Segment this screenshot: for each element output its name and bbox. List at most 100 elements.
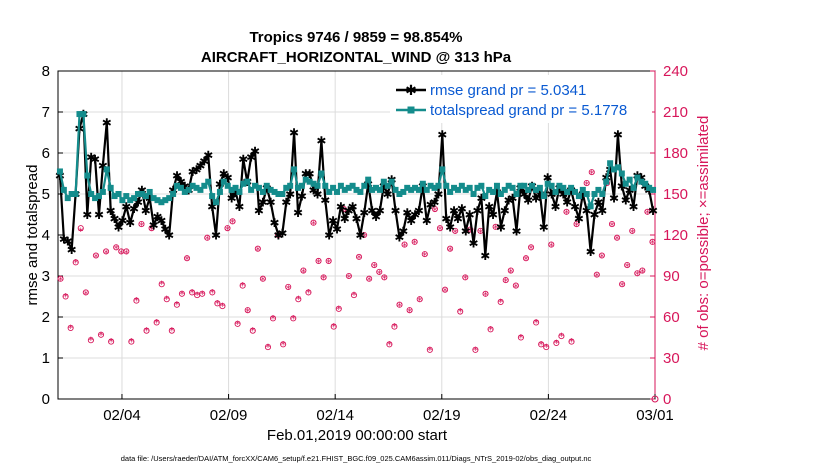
obs-possible-marker	[391, 323, 398, 330]
rmse-point: ✱	[82, 208, 92, 222]
x-tick-label: 02/09	[210, 407, 248, 424]
rmse-point: ✱	[129, 202, 139, 216]
rmse-point: ✱	[351, 212, 361, 226]
spread-point	[373, 184, 380, 191]
obs-possible-marker	[57, 275, 64, 282]
obs-possible-marker	[441, 286, 449, 293]
rmse-point: ✱	[453, 212, 463, 226]
obs-possible-marker	[376, 268, 383, 275]
obs-assimilated-marker: *	[523, 255, 528, 266]
obs-assimilated-marker: *	[483, 291, 488, 302]
spread-point	[341, 186, 348, 193]
spread-point	[193, 184, 200, 191]
obs-assimilated-marker: *	[276, 232, 281, 243]
obs-possible-marker	[285, 283, 292, 290]
grid-lines	[58, 71, 655, 399]
rmse-point: ✱	[371, 210, 381, 224]
y-right-tick-label: 210	[663, 104, 688, 121]
spread-point	[369, 186, 376, 193]
obs-possible-marker	[290, 315, 297, 322]
rmse-point: ✱	[648, 204, 658, 218]
y-left-tick-label: 1	[42, 350, 50, 367]
rmse-point: ✱	[141, 204, 151, 218]
rmse-point: ✱	[336, 200, 346, 214]
rmse-point: ✱	[617, 179, 627, 193]
obs-possible-marker	[153, 319, 160, 326]
obs-assimilated-marker: *	[463, 274, 468, 285]
obs-assimilated-marker: *	[615, 235, 620, 246]
rmse-point: ✱	[59, 233, 69, 247]
obs-possible-marker	[522, 255, 530, 262]
obs-assimilated-marker: *	[154, 318, 159, 329]
obs-assimilated-marker: *	[529, 244, 534, 255]
spread-point	[458, 182, 465, 189]
spread-point	[642, 180, 649, 187]
rmse-point: ✱	[176, 175, 186, 189]
spread-point	[259, 188, 266, 195]
obs-assimilated-marker: *	[549, 241, 554, 252]
spread-point	[119, 197, 126, 204]
obs-possible-marker	[138, 221, 145, 228]
obs-assimilated-marker: *	[513, 282, 518, 293]
obs-assimilated-marker: *	[149, 225, 154, 236]
y-axis-left-label: rmse and totalspread	[24, 165, 41, 306]
obs-assimilated-marker: *	[114, 244, 119, 255]
spread-point	[501, 186, 508, 193]
spread-point	[427, 182, 434, 189]
spread-point	[88, 191, 95, 197]
rmse-point: ✱	[476, 192, 486, 206]
obs-possible-marker	[249, 327, 256, 334]
spread-point	[142, 193, 149, 200]
spread-point	[244, 178, 251, 185]
spread-point	[392, 186, 399, 193]
obs-possible-marker	[123, 248, 130, 255]
footer-data-file: data file: /Users/raeder/DAI/ATM_forcXX/…	[121, 454, 592, 463]
obs-possible-marker	[72, 259, 79, 266]
spread-point	[572, 188, 579, 195]
rmse-point: ✱	[469, 237, 479, 251]
obs-possible-marker	[355, 253, 363, 260]
rmse-point: ✱	[180, 179, 190, 193]
obs-assimilated-marker: *	[534, 318, 539, 329]
rmse-point: ✱	[492, 185, 502, 199]
rmse-point: ✱	[511, 224, 521, 238]
rmse-point: ✱	[250, 144, 260, 158]
rmse-point: ✱	[437, 128, 447, 142]
obs-possible-marker	[573, 221, 580, 228]
obs-possible-marker	[335, 305, 342, 312]
spread-point	[431, 184, 438, 191]
obs-possible-marker	[558, 333, 565, 340]
obs-possible-marker	[310, 219, 317, 226]
rmse-point: ✱	[457, 202, 467, 216]
obs-assimilated-marker: *	[104, 248, 109, 259]
rmse-point: ✱	[461, 224, 471, 238]
obs-possible-marker	[651, 395, 659, 403]
y-right-tick-label: 90	[663, 268, 680, 285]
spread-point	[275, 191, 282, 197]
obs-possible-marker	[295, 296, 302, 303]
legend: ✱ rmse grand pr = 5.0341 totalspread gra…	[390, 75, 652, 123]
obs-possible-marker	[563, 208, 570, 215]
spread-point	[423, 186, 430, 193]
obs-possible-marker	[224, 225, 231, 232]
obs-assimilated-marker: *	[508, 267, 513, 278]
obs-possible-marker	[189, 289, 196, 296]
spread-point	[513, 191, 520, 197]
spread-point	[111, 193, 118, 200]
spread-point	[365, 176, 372, 183]
rmse-point: ✱	[340, 212, 350, 226]
obs-possible-marker	[280, 341, 287, 348]
obs-possible-marker	[82, 289, 89, 296]
rmse-point: ✱	[621, 194, 631, 208]
obs-possible-marker	[234, 320, 241, 327]
rmse-point: ✱	[234, 200, 244, 214]
obs-assimilated-marker: *	[93, 252, 98, 263]
obs-assimilated-marker: *	[559, 332, 564, 343]
obs-possible-marker	[158, 281, 165, 288]
spread-point	[294, 184, 301, 191]
spread-point	[575, 193, 582, 200]
spread-point	[396, 191, 403, 197]
obs-assimilated-marker: *	[63, 292, 68, 303]
rmse-point: ✱	[547, 188, 557, 202]
obs-assimilated-marker: *	[564, 209, 569, 220]
